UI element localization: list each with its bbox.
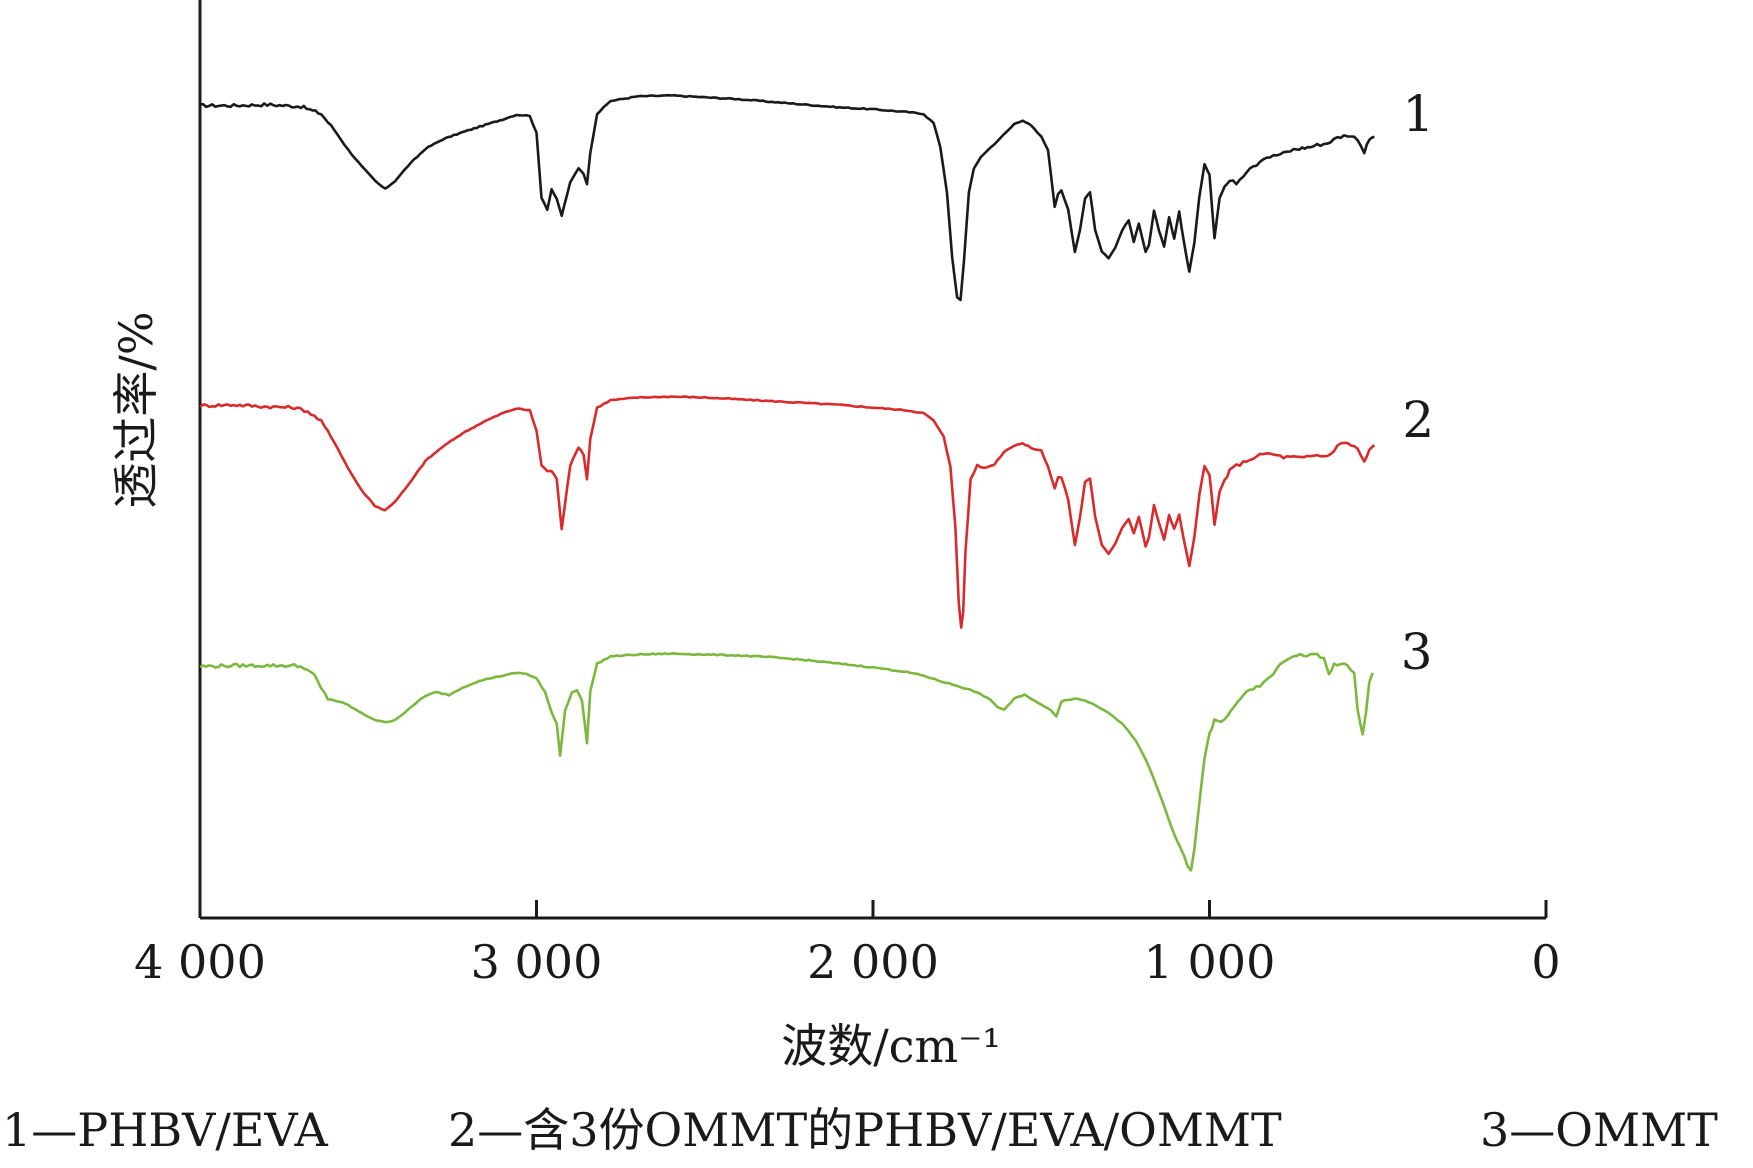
- x-tick-label-0: 0: [1531, 935, 1560, 989]
- series-line-3: [199, 652, 1374, 872]
- curve-label-2: 2: [1402, 391, 1434, 449]
- curve-label-3: 3: [1401, 623, 1433, 681]
- x-axis-ticks: [198, 900, 1548, 918]
- x-tick-label-3000: 3 000: [471, 935, 603, 989]
- legend-item-2: 2—含3份OMMT的PHBV/EVA/OMMT: [448, 1103, 1282, 1157]
- x-axis-tick-labels: 4 000 3 000 2 000 1 000 0: [134, 935, 1560, 989]
- x-axis-title: 波数/cm⁻¹: [781, 1019, 1001, 1073]
- spectra-curves: [199, 93, 1376, 872]
- curve-labels: 1 2 3: [1401, 85, 1434, 681]
- legend-item-3: 3—OMMT: [1480, 1103, 1718, 1157]
- x-tick-label-2000: 2 000: [807, 935, 939, 989]
- x-tick-label-4000: 4 000: [134, 935, 266, 989]
- legend-item-1: 1—PHBV/EVA: [2, 1103, 329, 1157]
- curve-label-1: 1: [1402, 85, 1434, 143]
- series-line-2: [199, 395, 1376, 629]
- series-line-1: [199, 93, 1375, 302]
- x-tick-label-1000: 1 000: [1144, 935, 1276, 989]
- y-axis-title: 透过率/%: [109, 311, 163, 508]
